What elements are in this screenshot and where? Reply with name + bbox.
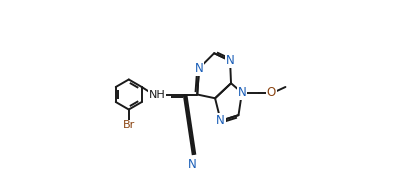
Text: N: N — [237, 86, 246, 99]
Text: Br: Br — [122, 120, 135, 130]
Text: N: N — [216, 114, 225, 127]
Text: O: O — [266, 86, 275, 99]
Text: NH: NH — [148, 90, 165, 99]
Text: N: N — [187, 158, 196, 171]
Text: N: N — [225, 54, 234, 67]
Text: N: N — [194, 62, 203, 75]
